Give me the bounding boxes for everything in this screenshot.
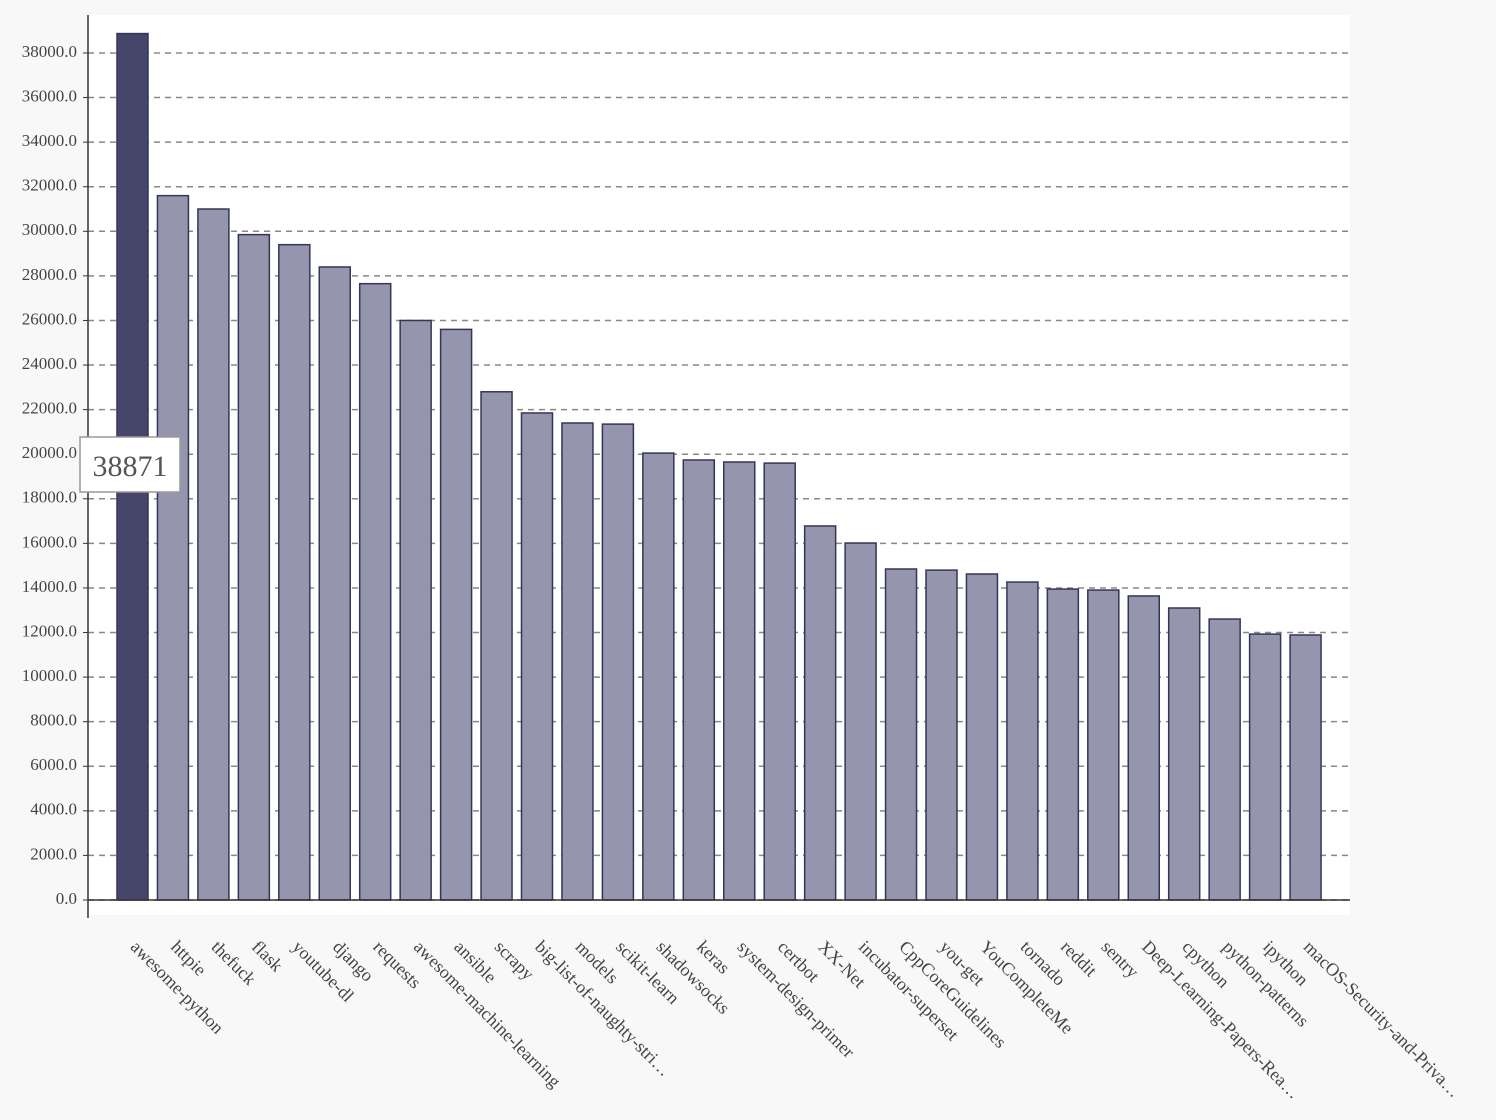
y-tick-label: 16000.0	[22, 532, 77, 551]
y-tick-label: 38000.0	[22, 42, 77, 61]
bar	[763, 462, 796, 901]
bar	[439, 328, 473, 901]
y-tick-label: 28000.0	[22, 265, 77, 284]
tooltip-box	[79, 436, 181, 493]
bar	[1289, 634, 1322, 901]
y-tick-label: 4000.0	[30, 800, 77, 819]
y-tick-label: 6000.0	[30, 755, 77, 774]
bar	[601, 423, 635, 901]
bar	[803, 525, 837, 901]
y-tick-label: 8000.0	[30, 711, 77, 730]
bar	[1208, 618, 1241, 901]
y-tick-label: 20000.0	[22, 443, 77, 462]
y-tick-label: 34000.0	[22, 131, 77, 150]
bar	[1087, 589, 1120, 901]
y-tick-label: 2000.0	[30, 844, 77, 863]
bar	[520, 412, 554, 901]
y-tick-label: 14000.0	[22, 577, 77, 596]
bar	[197, 208, 230, 901]
bar	[1167, 607, 1201, 901]
y-tick-label: 0.0	[56, 889, 77, 908]
y-tick-label: 32000.0	[22, 176, 77, 195]
bar	[642, 452, 675, 901]
bar	[480, 391, 513, 901]
bar	[682, 459, 716, 901]
bar	[884, 568, 918, 901]
tooltip: 38871	[79, 436, 181, 493]
bar	[237, 233, 271, 901]
x-tick-label: macOS-Security-and-Priva…	[1300, 937, 1465, 1102]
x-tick-label: thefuck	[208, 937, 260, 989]
bar	[1046, 588, 1080, 901]
y-tick-label: 26000.0	[22, 309, 77, 328]
plot-area	[88, 15, 1350, 915]
bars	[116, 32, 1322, 901]
bar	[844, 542, 877, 901]
y-tick-label: 12000.0	[22, 621, 77, 640]
bar	[156, 194, 190, 901]
bar	[723, 461, 756, 901]
tooltip-text: 38871	[93, 450, 168, 483]
y-tick-label: 10000.0	[22, 666, 77, 685]
y-tick-label: 18000.0	[22, 488, 77, 507]
x-tick-label: scrapy	[491, 937, 538, 984]
bar	[278, 243, 311, 901]
x-tick-label: sentry	[1098, 937, 1143, 982]
bar	[1006, 581, 1039, 901]
bar	[1127, 595, 1160, 901]
bar	[561, 422, 594, 901]
y-tick-label: 22000.0	[22, 399, 77, 418]
y-tick-label: 30000.0	[22, 220, 77, 239]
bar	[965, 573, 999, 901]
bar	[925, 569, 958, 901]
bar	[1248, 633, 1282, 901]
bar	[318, 266, 351, 901]
y-tick-label: 24000.0	[22, 354, 77, 373]
bar	[358, 282, 392, 901]
bar	[399, 319, 432, 901]
y-tick-label: 36000.0	[22, 86, 77, 105]
